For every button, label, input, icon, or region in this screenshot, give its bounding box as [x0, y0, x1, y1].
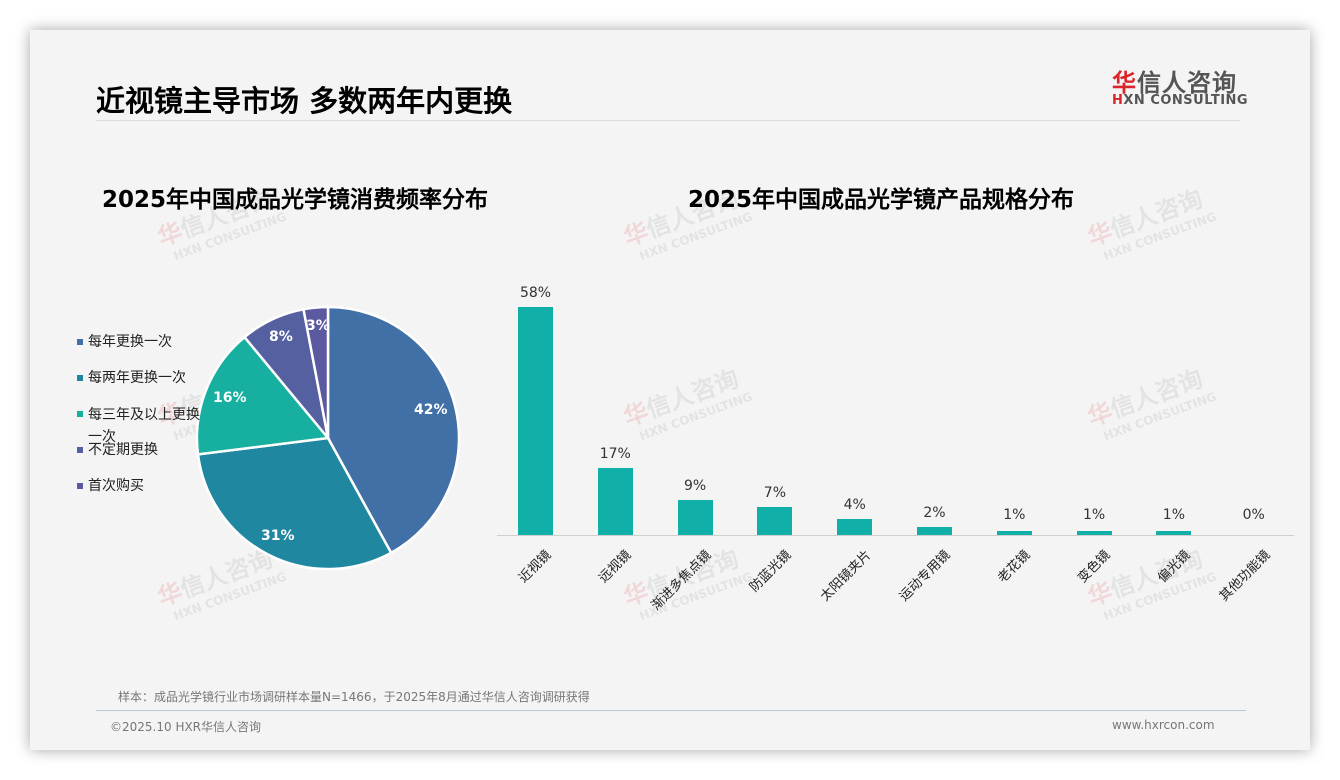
logo-text: 信人咨询 — [1137, 69, 1237, 97]
bar — [518, 307, 553, 535]
logo-mark: 华 — [1112, 69, 1137, 97]
bar-value-label: 7% — [763, 485, 786, 502]
legend-swatch-icon — [77, 339, 83, 345]
slide: 近视镜主导市场 多数两年内更换 华信人咨询 HXN CONSULTING 华信人… — [30, 30, 1310, 750]
legend-swatch-icon — [77, 375, 83, 381]
pie-slice-two-years — [196, 436, 393, 571]
bar-value-label: 1% — [1003, 507, 1026, 523]
bar-value-label: 1% — [1162, 507, 1185, 523]
pie-slice-yearly — [326, 305, 461, 555]
bar-value-label: 2% — [923, 505, 946, 522]
bar-value-label: 0% — [1242, 507, 1265, 523]
sample-note: 样本：成品光学镜行业市场调研样本量N=1466，于2025年8月通过华信人咨询调… — [118, 690, 590, 704]
bar-value-label: 17% — [599, 446, 631, 463]
bar-value-label: 58% — [519, 285, 552, 302]
bar-chart-title: 2025年中国成品光学镜产品规格分布 — [688, 187, 1075, 213]
pie-chart-title: 2025年中国成品光学镜消费频率分布 — [102, 187, 489, 213]
bar — [1156, 531, 1192, 535]
page-title: 近视镜主导市场 多数两年内更换 — [96, 84, 513, 118]
pie-slice-first-purchase — [302, 305, 330, 439]
x-axis — [497, 535, 1294, 536]
bar-value-label: 9% — [683, 477, 707, 494]
pie-label: 3% — [306, 318, 330, 334]
bar — [757, 507, 793, 535]
legend-swatch-icon — [77, 483, 83, 489]
company-logo-en: HXN CONSULTING — [1112, 93, 1249, 108]
website-link[interactable]: www.hxrcon.com — [1112, 718, 1215, 732]
bar — [996, 531, 1032, 535]
legend-item: 每年更换一次 — [77, 332, 205, 352]
pie-slice-three-years — [195, 335, 331, 456]
pie-legend: 每年更换一次 每两年更换一次 每三年及以上更换一次 不定期更换 首次购买 — [77, 332, 205, 496]
pie-label: 16% — [213, 390, 247, 406]
bar-value-label: 1% — [1082, 507, 1106, 523]
company-logo: 华信人咨询 — [1112, 63, 1237, 98]
bar — [1076, 531, 1112, 535]
bar — [837, 519, 873, 535]
legend-swatch-icon — [77, 411, 83, 417]
footer-divider — [96, 710, 1246, 711]
bar — [677, 499, 713, 535]
bar — [597, 468, 633, 535]
pie-label: 31% — [261, 528, 295, 544]
pie-label: 42% — [414, 402, 448, 418]
legend-item: 每三年及以上更换一次 — [77, 404, 202, 445]
copyright: ©2025.10 HXR华信人咨询 — [110, 720, 262, 734]
bar-value-label: 4% — [843, 497, 866, 514]
legend-item: 首次购买 — [77, 476, 205, 496]
legend-swatch-icon — [77, 447, 83, 453]
legend-item: 每两年更换一次 — [77, 368, 205, 388]
pie-label: 8% — [269, 329, 293, 345]
legend-item: 不定期更换 — [77, 440, 205, 460]
title-divider — [96, 120, 1240, 121]
pie-chart — [195, 305, 461, 571]
bar — [917, 527, 952, 535]
